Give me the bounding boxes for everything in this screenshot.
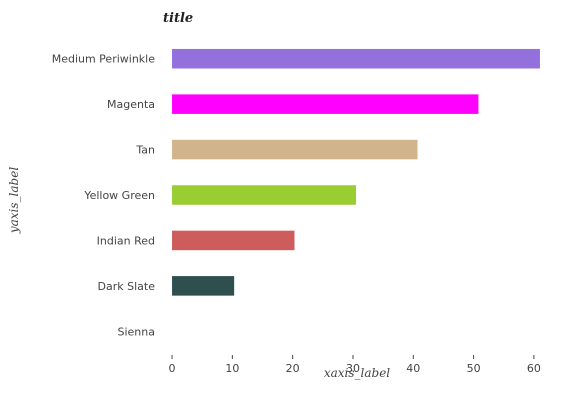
x-tick-label: 40 [406,362,420,375]
y-tick-label: Magenta [107,98,155,111]
x-tick-label: 20 [286,362,300,375]
bar-yellow-green [172,185,356,205]
y-tick-label: Tan [135,144,155,157]
bar-dark-slate [172,276,235,296]
y-axis-label: yaxis_label [7,167,21,234]
y-tick-label: Dark Slate [98,280,156,293]
x-axis-label: xaxis_label [324,366,390,380]
y-tick-label: Sienna [118,325,156,338]
y-tick-label: Medium Periwinkle [52,53,156,66]
x-tick-label: 10 [225,362,239,375]
x-tick-label: 60 [527,362,541,375]
y-tick-label: Yellow Green [83,189,155,202]
x-tick-label: 0 [169,362,176,375]
bar-tan [172,139,418,160]
y-tick-label: Indian Red [97,234,155,247]
x-tick-labels: 0 10 20 30 40 50 60 [169,355,541,375]
bar-magenta [172,94,479,114]
bars-group [172,48,540,296]
chart-title: title [163,11,193,26]
bar-indian-red [172,230,295,251]
x-tick-label: 50 [467,362,481,375]
x-tick-label: 30 [346,362,360,375]
bar-medium-periwinkle [172,48,540,69]
y-tick-labels: Sienna Dark Slate Indian Red Yellow Green Ta… [52,53,156,339]
